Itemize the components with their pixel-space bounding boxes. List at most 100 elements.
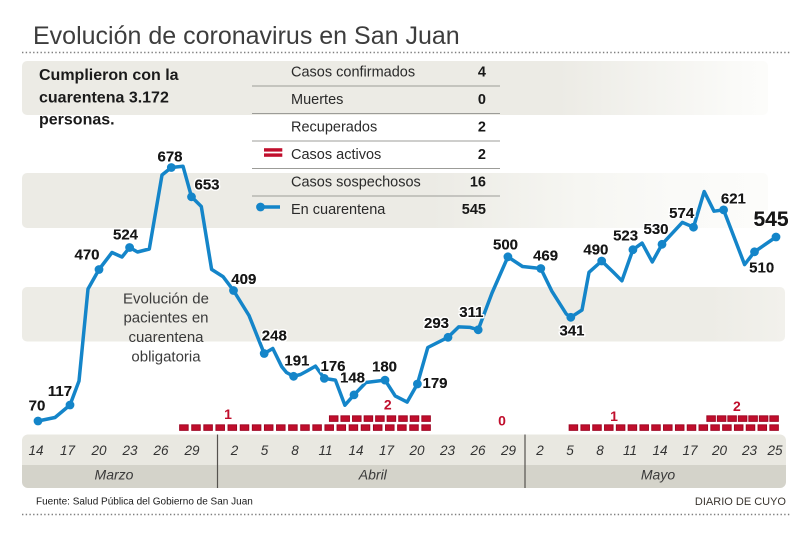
svg-text:16: 16 (470, 175, 486, 191)
svg-text:510: 510 (749, 260, 774, 277)
svg-text:cuarentena: cuarentena (128, 329, 204, 346)
svg-text:191: 191 (284, 353, 309, 370)
svg-text:653: 653 (194, 177, 219, 194)
svg-text:621: 621 (721, 190, 746, 207)
svg-text:23: 23 (741, 443, 758, 458)
svg-text:17: 17 (682, 443, 698, 458)
svg-text:176: 176 (320, 358, 345, 375)
svg-text:20: 20 (408, 443, 425, 458)
svg-text:311: 311 (459, 304, 483, 321)
svg-text:8: 8 (291, 443, 299, 458)
svg-text:545: 545 (753, 208, 788, 231)
svg-text:469: 469 (533, 247, 558, 264)
svg-text:Casos activos: Casos activos (291, 147, 381, 163)
svg-text:2: 2 (733, 398, 741, 414)
svg-text:4: 4 (478, 65, 486, 81)
svg-text:1: 1 (224, 406, 232, 422)
svg-text:248: 248 (262, 328, 287, 345)
svg-text:490: 490 (583, 241, 608, 258)
svg-text:20: 20 (711, 443, 728, 458)
svg-text:1: 1 (610, 408, 618, 424)
svg-text:469: 469 (533, 247, 558, 264)
svg-text:Casos confirmados: Casos confirmados (291, 65, 415, 81)
svg-text:545: 545 (753, 208, 788, 231)
svg-text:Casos sospechosos: Casos sospechosos (291, 175, 421, 191)
svg-text:2: 2 (384, 397, 392, 413)
svg-text:530: 530 (643, 221, 668, 238)
svg-text:2: 2 (230, 443, 239, 458)
svg-text:117: 117 (48, 383, 72, 400)
svg-text:341: 341 (559, 323, 584, 340)
svg-text:Fuente: Salud Pública del Gobi: Fuente: Salud Pública del Gobierno de Sa… (36, 497, 253, 508)
svg-text:574: 574 (669, 205, 695, 222)
svg-text:653: 653 (194, 177, 219, 194)
svg-text:678: 678 (157, 149, 182, 166)
svg-text:29: 29 (500, 443, 517, 458)
svg-text:26: 26 (152, 443, 169, 458)
svg-text:524: 524 (113, 227, 139, 244)
svg-text:341: 341 (559, 323, 584, 340)
svg-text:179: 179 (422, 375, 447, 392)
svg-text:pacientes en: pacientes en (123, 310, 208, 327)
svg-text:500: 500 (493, 237, 518, 254)
svg-text:180: 180 (372, 359, 397, 376)
svg-text:293: 293 (424, 315, 449, 332)
svg-text:5: 5 (566, 443, 574, 458)
svg-text:148: 148 (340, 370, 365, 387)
svg-text:11: 11 (623, 443, 637, 458)
svg-text:DIARIO DE CUYO: DIARIO DE CUYO (695, 496, 787, 508)
svg-text:Muertes: Muertes (291, 92, 343, 108)
svg-text:26: 26 (469, 443, 486, 458)
svg-text:510: 510 (749, 260, 774, 277)
svg-text:Marzo: Marzo (95, 467, 134, 483)
svg-text:20: 20 (90, 443, 107, 458)
svg-text:11: 11 (318, 443, 332, 458)
svg-text:2: 2 (535, 443, 544, 458)
svg-text:470: 470 (74, 247, 99, 264)
svg-text:cuarentena 3.172: cuarentena 3.172 (39, 89, 169, 106)
svg-text:5: 5 (261, 443, 269, 458)
svg-text:Abril: Abril (358, 467, 388, 483)
svg-text:545: 545 (462, 202, 486, 218)
svg-text:personas.: personas. (39, 112, 115, 129)
svg-text:Recuperados: Recuperados (291, 120, 377, 136)
svg-text:191: 191 (284, 353, 309, 370)
svg-text:0: 0 (498, 413, 506, 429)
svg-text:70: 70 (29, 398, 46, 415)
svg-text:25: 25 (766, 443, 783, 458)
svg-text:180: 180 (372, 359, 397, 376)
svg-text:70: 70 (29, 398, 46, 415)
svg-text:17: 17 (60, 443, 76, 458)
svg-text:8: 8 (596, 443, 604, 458)
svg-text:179: 179 (422, 375, 447, 392)
svg-text:17: 17 (379, 443, 395, 458)
svg-text:470: 470 (74, 247, 99, 264)
svg-text:14: 14 (28, 443, 43, 458)
svg-text:524: 524 (113, 227, 139, 244)
svg-text:148: 148 (340, 370, 365, 387)
svg-text:obligatoria: obligatoria (131, 348, 201, 365)
svg-text:574: 574 (669, 205, 695, 222)
svg-text:Evolución de: Evolución de (123, 290, 209, 307)
svg-text:23: 23 (439, 443, 456, 458)
svg-text:311: 311 (459, 304, 483, 321)
svg-text:523: 523 (613, 228, 638, 245)
svg-text:0: 0 (478, 92, 486, 108)
svg-text:Mayo: Mayo (641, 467, 675, 483)
svg-text:500: 500 (493, 237, 518, 254)
svg-text:2: 2 (478, 147, 486, 163)
svg-text:2: 2 (478, 120, 486, 136)
svg-text:409: 409 (231, 271, 256, 288)
svg-text:Evolución de coronavirus en Sa: Evolución de coronavirus en San Juan (33, 22, 460, 50)
svg-text:117: 117 (48, 383, 72, 400)
svg-text:678: 678 (157, 149, 182, 166)
svg-text:293: 293 (424, 315, 449, 332)
svg-text:Cumplieron con la: Cumplieron con la (39, 67, 179, 84)
svg-text:23: 23 (121, 443, 138, 458)
svg-text:530: 530 (643, 221, 668, 238)
svg-text:248: 248 (262, 328, 287, 345)
svg-text:14: 14 (652, 443, 667, 458)
svg-text:409: 409 (231, 271, 256, 288)
svg-text:621: 621 (721, 190, 746, 207)
svg-text:176: 176 (320, 358, 345, 375)
